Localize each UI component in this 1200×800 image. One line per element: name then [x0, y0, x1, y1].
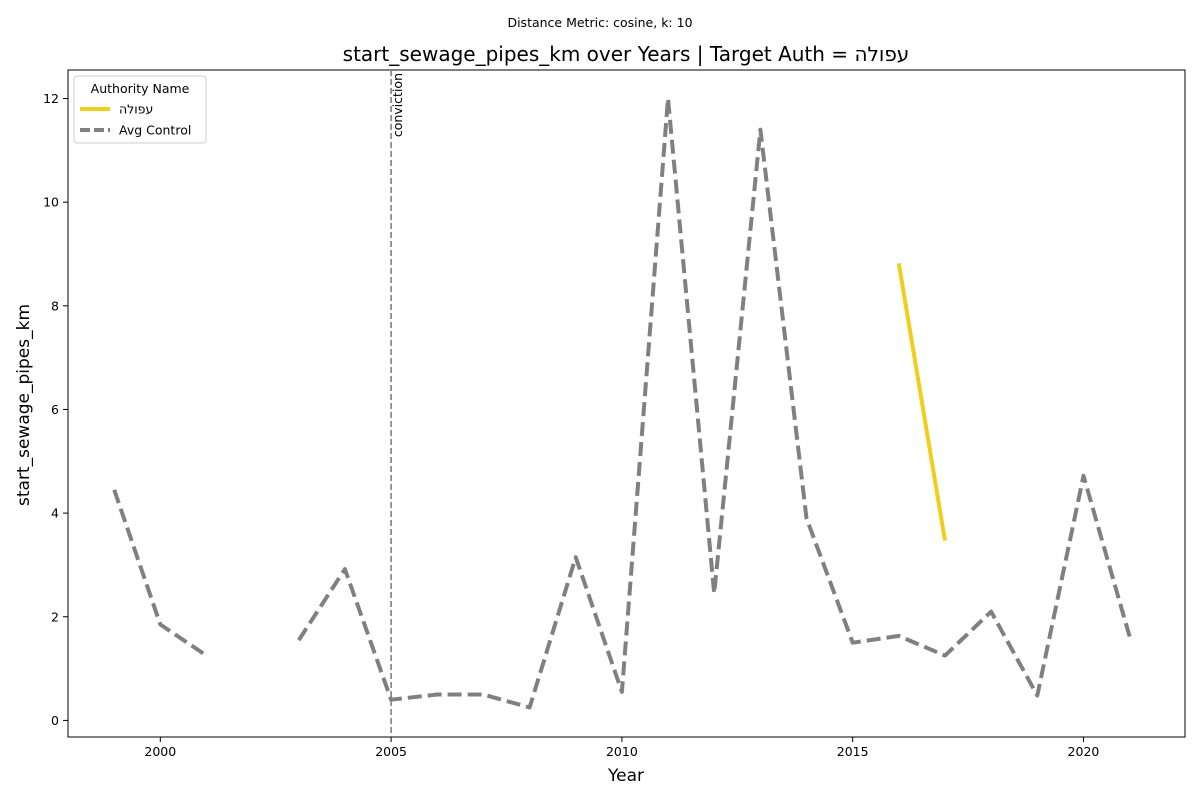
plot-area: 2000 2005 2010 2015 2020 0 2 4 6 8 10 12 conviction — [43, 69, 1186, 759]
y-tick-label: 0 — [51, 713, 59, 728]
annotation-label: conviction — [390, 73, 405, 137]
x-tick-label: 2005 — [375, 744, 407, 759]
series-line-avg-control — [112, 489, 208, 658]
x-tick-label: 2020 — [1068, 744, 1100, 759]
x-tick-label: 2000 — [144, 744, 176, 759]
legend-label: עפולה — [119, 102, 153, 117]
plot-frame — [67, 69, 1186, 738]
y-tick-label: 10 — [43, 195, 59, 210]
chart-title: start_sewage_pipes_km over Years | Targe… — [343, 42, 910, 66]
chart-suptitle: Distance Metric: cosine, k: 10 — [507, 15, 692, 30]
x-axis-label: Year — [607, 766, 644, 786]
series-line-avg-control — [297, 96, 1132, 710]
x-tick-label: 2010 — [606, 744, 638, 759]
y-tick-label: 6 — [51, 402, 59, 417]
y-tick-label: 4 — [51, 506, 59, 521]
y-tick-label: 8 — [51, 298, 59, 313]
y-tick-label: 12 — [43, 91, 59, 106]
legend-title: Authority Name — [91, 81, 190, 96]
y-tick-label: 2 — [51, 609, 59, 624]
legend-box — [73, 75, 207, 144]
series-line-target — [896, 262, 947, 541]
y-axis-label: start_sewage_pipes_km — [14, 304, 34, 506]
legend: Authority Name עפולה Avg Control — [73, 75, 207, 144]
legend-label: Avg Control — [119, 123, 191, 138]
x-tick-label: 2015 — [837, 744, 869, 759]
